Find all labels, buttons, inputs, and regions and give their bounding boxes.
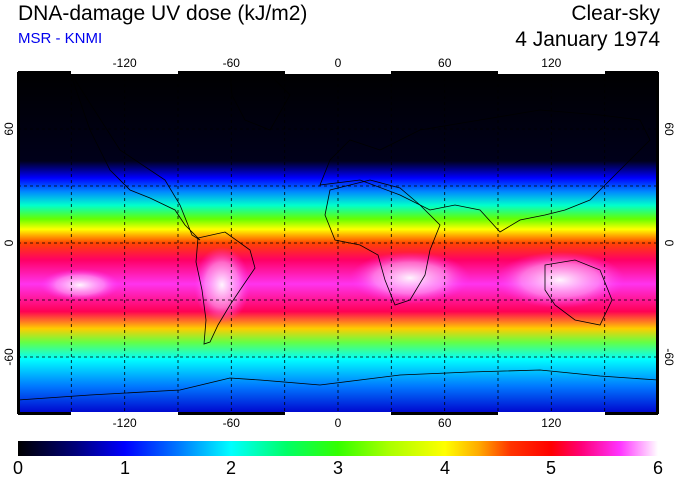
border-bottom-white-segment-3 [498,412,605,415]
coastline-antarctica [17,369,659,401]
lon-tick-label-top-minus-120: -120 [113,56,137,70]
border-bottom-white-segment-1 [71,412,178,415]
map-frame: -120 -60 0 60 120 -120 -60 0 60 120 60 0… [2,56,676,430]
colorbar-label-1: 1 [119,458,130,478]
lat-tick-label-left-0: 0 [2,239,16,246]
coastline-eurasia [319,109,651,233]
coastline-australia [544,259,613,326]
lat-tick-label-left-minus-60: -60 [2,348,16,366]
lon-tick-label-top-minus-60: -60 [223,56,241,70]
coastline-south-america [195,231,256,345]
lat-tick-labels-right: 60 0 -60 [662,122,676,366]
lat-tick-label-left-60: 60 [2,122,16,136]
hot-patch-africa [350,252,470,304]
lat-tick-label-right-0: 0 [662,240,676,247]
lon-tick-label-bottom-60: 60 [438,416,452,430]
map-title: DNA-damage UV dose (kJ/m2) [18,2,308,25]
colorbar [18,441,658,456]
lon-tick-label-bottom-minus-60: -60 [223,416,241,430]
hot-patch-pacific [40,269,120,301]
border-top-white-segment-2 [285,71,391,74]
gridlines [18,72,658,414]
hot-patch-south-america [194,247,250,323]
colorbar-label-5: 5 [545,458,556,478]
colorbar-label-4: 4 [439,458,450,478]
lon-tick-label-bottom-0: 0 [335,416,342,430]
hot-patch-australia [495,252,625,308]
high-dose-patches [40,247,625,323]
border-top-white-segment-1 [71,71,178,74]
border-top-white-segment-3 [498,71,605,74]
uv-dose-map: -120 -60 0 60 120 -120 -60 0 60 120 60 0… [2,56,676,430]
lon-tick-label-top-0: 0 [335,56,342,70]
sky-condition-label: Clear-sky [571,2,660,25]
lon-tick-label-top-60: 60 [438,56,452,70]
border-bottom-white-segment-2 [285,412,391,415]
colorbar-label-0: 0 [12,458,23,478]
border-right [656,72,659,414]
source-label: MSR - KNMI [18,30,103,47]
lat-tick-label-right-minus-60: -60 [662,348,676,366]
colorbar-label-3: 3 [332,458,343,478]
lon-tick-labels-top: -120 -60 0 60 120 [113,56,562,70]
colorbar-label-6: 6 [652,458,663,478]
date-label: 4 January 1974 [515,28,660,51]
coastline-greenland [229,71,291,131]
lon-tick-labels-bottom: -120 -60 0 60 120 [113,416,562,430]
lon-tick-label-bottom-minus-120: -120 [113,416,137,430]
coastline-north-america [69,71,201,241]
coastlines [17,71,659,401]
frame-border [17,71,659,415]
lon-tick-label-top-120: 120 [541,56,561,70]
border-left [17,72,20,414]
colorbar-label-2: 2 [225,458,236,478]
lat-tick-labels-left: 60 0 -60 [2,122,16,366]
lat-tick-label-right-60: 60 [662,122,676,136]
lon-tick-label-bottom-120: 120 [541,416,561,430]
